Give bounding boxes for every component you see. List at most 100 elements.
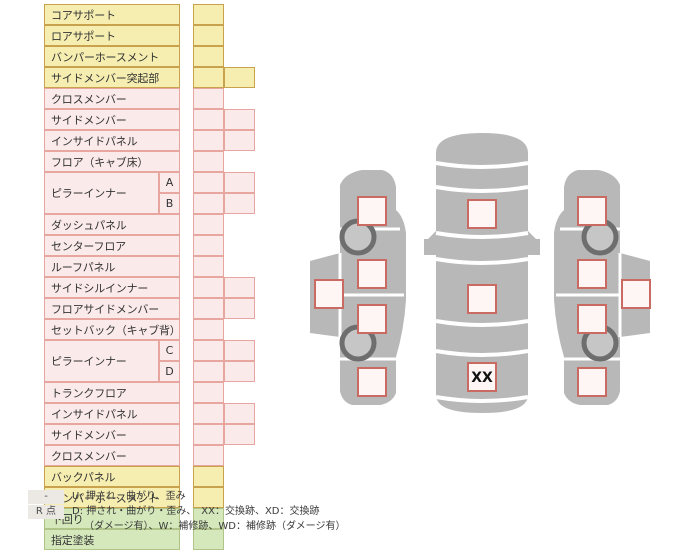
table-row: バックパネル [44,466,248,487]
mark-cell-center [193,235,224,256]
mark-cell-center [193,4,224,25]
part-label-cell: サイドシルインナー [44,277,180,298]
part-label-cell: コアサポート [44,4,180,25]
left-outer[interactable] [314,279,344,309]
mark-cell-center [193,466,224,487]
part-label-cell: セットバック（キャブ背） [44,319,181,340]
table-row: トランクフロア [44,382,248,403]
mark-cell-left [193,109,224,130]
left-door-lower[interactable] [357,304,387,334]
part-sub-cell: D [159,361,180,382]
mark-cell-right [224,277,255,298]
table-row: コアサポート [44,4,248,25]
part-label: クロスメンバー [51,449,127,463]
table-row: インサイドパネル [44,130,255,151]
table-row: センターフロア [44,235,248,256]
part-label-cell: サイドメンバー突起部 [44,67,180,88]
part-label-cell: フロアサイドメンバー [44,298,180,319]
part-label: ダッシュパネル [51,218,127,232]
part-label: ピラーインナー [51,187,127,200]
part-label: セットバック（キャブ背） [51,323,181,337]
part-sub-cell: B [159,193,180,214]
legend: - U: 押され、曲がり、歪み R 点 D: 押され・曲がり・歪み、 XX：交換… [28,490,428,534]
left-front-top[interactable] [357,196,387,226]
part-label-cell: フロア（キャブ床） [44,151,180,172]
mark-cell-left [193,67,224,88]
table-row: ルーフパネル [44,256,248,277]
center-body-divider-4 [435,319,529,327]
legend-row-r: R 点 D: 押され・曲がり・歪み、 XX：交換跡、XD：交換跡 [28,505,428,519]
mark-cell-left [193,424,224,445]
part-label-cell: サイドメンバー [44,424,180,445]
part-label: インサイドパネル [51,407,138,421]
part-sub-cell: C [159,340,180,361]
mark-cell-right [224,109,255,130]
part-label: ピラーインナー [51,355,127,368]
table-row: フロア（キャブ床） [44,151,248,172]
mark-cell-center [193,25,224,46]
mark-cell-center [193,445,224,466]
mark-cell-left [193,340,224,361]
mark-cell-left [193,277,224,298]
legend-row-u: - U: 押され、曲がり、歪み [28,490,428,504]
left-door-upper[interactable] [357,259,387,289]
mark-cell-right [224,67,255,88]
right-door-upper[interactable] [577,259,607,289]
table-row: バンパーホースメント [44,46,248,67]
center-mid[interactable] [467,284,497,314]
table-row: ロアサポート [44,25,248,46]
legend-text-d: D: 押され・曲がり・歪み、 XX：交換跡、XD：交換跡 [72,506,320,517]
part-label: コアサポート [51,8,116,22]
mark-cell-left [193,403,224,424]
table-row: サイドメンバー [44,109,255,130]
table-row: バンパーホースメント [44,487,248,508]
center-body-divider-1 [435,185,529,193]
table-row: クロスメンバー [44,88,248,109]
part-label-cell: トランクフロア [44,382,180,403]
right-rear-bottom[interactable] [577,367,607,397]
mark-cell-center [193,88,224,109]
mark-cell-center [193,151,224,172]
part-label: バンパーホースメント [51,491,159,505]
part-label-cell: バンパーホースメント [44,46,180,67]
center-body-divider-0 [435,161,529,169]
part-label: バンパーホースメント [51,50,159,64]
mark-cell-right [224,130,255,151]
table-row: インサイドパネル [44,403,255,424]
vehicle-damage-diagram: XX [300,125,692,420]
mark-cell-left [193,193,224,214]
right-front-top[interactable] [577,196,607,226]
parts-table: コアサポート ロアサポート バンパーホースメント サイドメンバー突起部 クロスメンバーサ… [44,4,255,550]
part-label: ルーフパネル [51,260,116,274]
part-label-cell: ピラーインナー [44,172,159,214]
part-label: サイドシルインナー [51,281,149,295]
part-label-cell: クロスメンバー [44,445,180,466]
part-label: サイドメンバー突起部 [51,71,159,85]
part-label: クロスメンバー [51,92,127,106]
center-body-divider-2 [435,231,529,239]
mark-cell-center [193,319,224,340]
mark-cell-center [193,487,224,508]
part-label-cell: クロスメンバー [44,88,180,109]
right-door-lower[interactable] [577,304,607,334]
center-front[interactable] [467,199,497,229]
mark-cell-right [224,298,255,319]
mark-cell-center [193,46,224,67]
mark-cell-left [193,361,224,382]
right-outer[interactable] [621,279,651,309]
mark-cell-left [193,172,224,193]
left-rear-bottom[interactable] [357,367,387,397]
part-label: フロア（キャブ床） [51,155,149,169]
center-rear[interactable] [467,362,497,392]
part-label: サイドメンバー [51,113,127,127]
part-label-cell: センターフロア [44,235,180,256]
table-row: B [44,193,255,214]
part-label-cell: バンパーホースメント [44,487,180,508]
center-vehicle-body [436,133,528,413]
part-label: フロアサイドメンバー [51,302,159,316]
legend-text-continued: （ダメージ有）、W：補修跡、WD：補修跡（ダメージ有） [84,521,346,532]
mark-cell-left [193,130,224,151]
table-row: サイドシルインナー [44,277,255,298]
legend-key-dash: - [28,490,64,504]
table-row: ピラーインナー A [44,172,255,214]
